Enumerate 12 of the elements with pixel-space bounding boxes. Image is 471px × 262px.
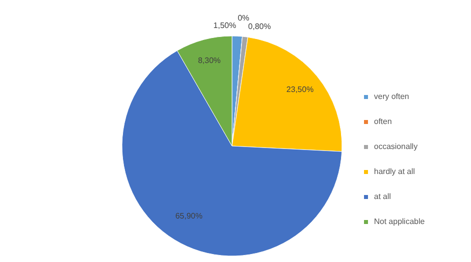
text: 0% bbox=[238, 14, 250, 23]
data-label: 23,50% bbox=[286, 85, 314, 94]
data-label: 65,90% bbox=[175, 211, 202, 220]
legend-label: at all bbox=[374, 192, 392, 201]
data-label: 1,50% bbox=[213, 21, 236, 30]
legend-label: often bbox=[374, 117, 392, 126]
data-label: 0,80% bbox=[248, 22, 271, 31]
legend-label: occasionally bbox=[374, 142, 418, 151]
data-label: 8,30% bbox=[198, 56, 221, 65]
legend-label: very often bbox=[374, 92, 410, 101]
legend-label: hardly at all bbox=[374, 167, 416, 176]
legend-label: Not applicable bbox=[374, 217, 426, 226]
